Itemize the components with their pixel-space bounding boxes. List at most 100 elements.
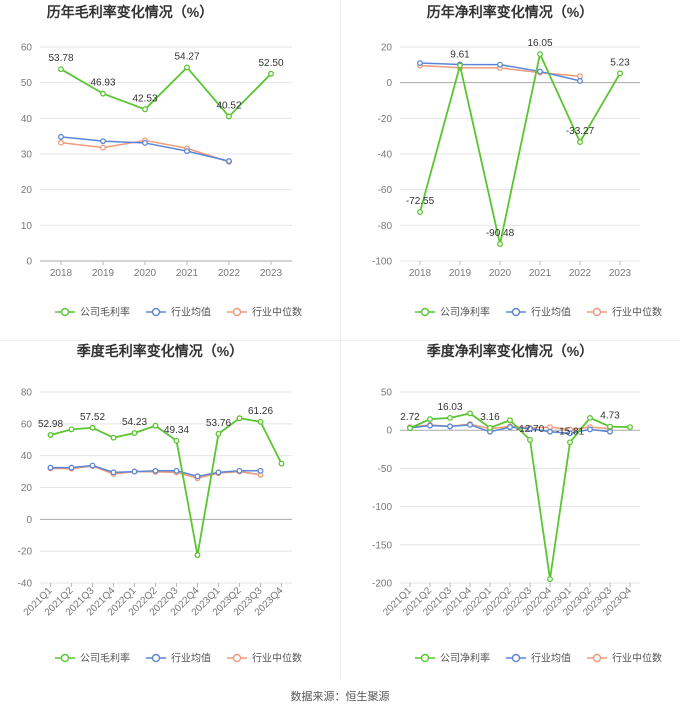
- data-point-company[interactable]: [607, 423, 613, 430]
- legend-item-industry-avg[interactable]: 行业均值: [146, 652, 211, 665]
- data-point-industry-median[interactable]: [577, 73, 583, 80]
- data-point-company[interactable]: [131, 430, 138, 436]
- data-point-industry-avg[interactable]: [58, 133, 64, 140]
- data-point-industry-avg[interactable]: [537, 68, 543, 75]
- data-point-company[interactable]: [627, 424, 633, 431]
- data-point-company[interactable]: [142, 106, 148, 113]
- data-point-industry-avg[interactable]: [236, 467, 243, 474]
- y-tick-label: 0: [26, 515, 32, 526]
- x-tick-label: 2018: [409, 268, 432, 279]
- chart-panel-2: 历年净利率变化情况（%） -100 -80 -60 -40 -20 0 20 2018 2019 2…: [372, 4, 662, 319]
- data-point-industry-avg[interactable]: [497, 61, 503, 68]
- legend-item-industry-median[interactable]: 行业中位数: [227, 652, 302, 665]
- data-point-company[interactable]: [215, 430, 222, 437]
- data-point-industry-avg[interactable]: [567, 430, 573, 437]
- data-point-industry-avg[interactable]: [47, 464, 54, 471]
- data-point-industry-avg[interactable]: [215, 469, 222, 476]
- data-point-industry-median[interactable]: [547, 424, 553, 431]
- data-point-company[interactable]: [577, 139, 583, 145]
- y-tick-label: 20: [381, 43, 393, 54]
- legend-item-industry-avg[interactable]: 行业均值: [506, 652, 571, 665]
- data-point-company[interactable]: [467, 410, 473, 417]
- data-label: -90.48: [486, 228, 515, 239]
- data-point-company[interactable]: [257, 418, 264, 425]
- data-point-company[interactable]: [152, 422, 159, 429]
- data-point-industry-avg[interactable]: [547, 428, 553, 435]
- data-point-company[interactable]: [527, 436, 533, 443]
- data-label: 16.03: [437, 402, 462, 413]
- data-point-industry-avg[interactable]: [417, 60, 423, 66]
- data-point-industry-avg[interactable]: [577, 77, 583, 84]
- legend-item-industry-median[interactable]: 行业中位数: [587, 652, 662, 665]
- data-label: 61.26: [248, 406, 273, 417]
- legend-item-industry-median[interactable]: 行业中位数: [227, 306, 302, 319]
- data-point-industry-avg[interactable]: [100, 138, 106, 145]
- legend-item-industry-avg[interactable]: 行业均值: [146, 306, 211, 319]
- data-label: 54.23: [122, 417, 147, 428]
- y-tick-label: 20: [21, 483, 33, 494]
- data-point-company[interactable]: [457, 62, 463, 69]
- data-point-industry-avg[interactable]: [587, 426, 593, 433]
- legend: 公司毛利率 行业均值 行业中位数: [55, 652, 302, 665]
- data-point-company[interactable]: [173, 437, 180, 444]
- data-point-industry-avg[interactable]: [607, 428, 613, 435]
- data-point-industry-avg[interactable]: [110, 469, 117, 476]
- data-point-company[interactable]: [184, 64, 190, 71]
- data-point-industry-avg[interactable]: [257, 467, 264, 474]
- data-point-industry-avg[interactable]: [89, 462, 96, 469]
- data-point-company[interactable]: [110, 434, 117, 441]
- data-point-company[interactable]: [268, 70, 274, 77]
- data-point-company[interactable]: [58, 66, 64, 73]
- data-point-company[interactable]: [407, 425, 413, 432]
- data-point-company[interactable]: [507, 417, 513, 424]
- data-point-company[interactable]: [427, 416, 433, 423]
- data-point-industry-avg[interactable]: [427, 422, 433, 429]
- data-point-company[interactable]: [487, 424, 493, 431]
- data-point-industry-avg[interactable]: [467, 421, 473, 428]
- data-point-company[interactable]: [89, 424, 96, 431]
- data-point-industry-avg[interactable]: [68, 464, 75, 471]
- data-label: 46.93: [90, 78, 115, 89]
- data-point-company[interactable]: [447, 415, 453, 421]
- data-point-company[interactable]: [236, 415, 243, 422]
- data-point-company[interactable]: [194, 552, 201, 559]
- data-point-company[interactable]: [537, 51, 543, 57]
- data-point-industry-avg[interactable]: [152, 467, 159, 474]
- data-point-company[interactable]: [547, 576, 553, 583]
- data-point-company[interactable]: [617, 70, 623, 77]
- data-label: 54.27: [174, 51, 199, 62]
- x-tick-label: 2023: [260, 268, 283, 279]
- data-point-industry-avg[interactable]: [131, 468, 138, 475]
- data-point-industry-avg[interactable]: [226, 158, 232, 165]
- y-tick-label: -80: [378, 221, 393, 232]
- legend-item-company[interactable]: 公司毛利率: [55, 306, 130, 319]
- data-point-industry-median[interactable]: [58, 139, 64, 146]
- data-point-industry-avg[interactable]: [194, 473, 201, 480]
- data-point-industry-avg[interactable]: [527, 425, 533, 432]
- data-label: 53.76: [206, 418, 231, 429]
- legend-item-industry-median[interactable]: 行业中位数: [587, 306, 662, 319]
- data-point-industry-avg[interactable]: [173, 467, 180, 474]
- data-point-company[interactable]: [587, 415, 593, 421]
- data-point-company[interactable]: [47, 432, 54, 438]
- legend-item-company[interactable]: 公司净利率: [415, 306, 490, 319]
- x-tick-label: 2020: [489, 268, 512, 279]
- data-point-industry-avg[interactable]: [447, 423, 453, 430]
- data-point-company[interactable]: [226, 113, 232, 120]
- data-point-company[interactable]: [567, 439, 573, 446]
- data-point-industry-avg[interactable]: [142, 139, 148, 146]
- data-point-company[interactable]: [278, 460, 285, 467]
- data-point-company[interactable]: [497, 241, 503, 247]
- y-tick-label: 60: [21, 43, 33, 54]
- data-source-note: 数据来源：恒生聚源: [290, 691, 390, 703]
- data-point-company[interactable]: [417, 209, 423, 215]
- data-point-industry-avg[interactable]: [184, 148, 190, 155]
- legend-item-industry-avg[interactable]: 行业均值: [506, 306, 571, 319]
- legend-item-company[interactable]: 公司净利率: [415, 652, 490, 665]
- legend-item-company[interactable]: 公司毛利率: [55, 652, 130, 665]
- data-point-company[interactable]: [68, 426, 75, 433]
- data-point-company[interactable]: [100, 90, 106, 97]
- data-point-industry-avg[interactable]: [507, 424, 513, 431]
- data-point-industry-median[interactable]: [100, 144, 106, 151]
